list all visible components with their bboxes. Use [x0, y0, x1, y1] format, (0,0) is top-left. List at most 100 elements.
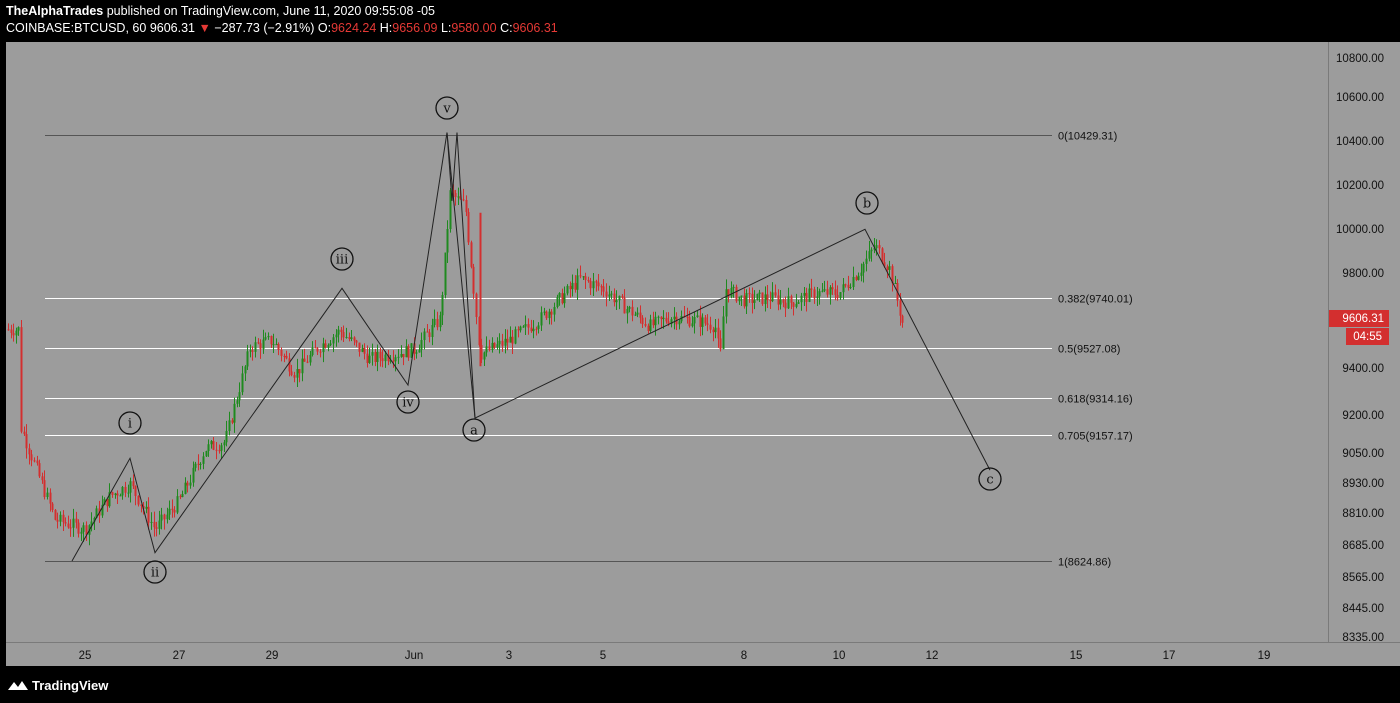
candle-body	[316, 348, 319, 352]
time-tick-label: Jun	[405, 650, 424, 662]
candle-body	[883, 262, 886, 267]
high-value: 9656.09	[392, 21, 438, 35]
candle-body	[116, 493, 119, 496]
candle-body	[400, 354, 403, 357]
tradingview-logo-icon	[8, 681, 28, 690]
candle-body	[225, 430, 228, 443]
candle-body	[43, 480, 46, 498]
candle-body	[576, 275, 579, 290]
candle-body	[805, 292, 808, 302]
candle-body	[387, 354, 390, 362]
wave-label: ii	[151, 566, 159, 581]
candle-body	[145, 506, 148, 509]
chart-pane[interactable]	[6, 42, 1328, 642]
candle-body	[758, 292, 761, 294]
candle-body	[101, 504, 104, 516]
wave-label-circle	[118, 411, 142, 435]
candle-body	[207, 444, 210, 452]
candle-body	[23, 431, 26, 435]
candle-body	[215, 449, 218, 451]
time-tick-label: 29	[266, 650, 279, 662]
candle-body	[566, 285, 569, 294]
candle-body	[563, 293, 566, 304]
elliott-wave-lines[interactable]	[71, 132, 991, 562]
candle-body	[524, 324, 527, 327]
candle-body	[522, 326, 525, 328]
candle-body	[498, 340, 501, 345]
candle-body	[449, 190, 452, 230]
time-tick-label: 12	[926, 650, 939, 662]
candle-body	[82, 525, 85, 532]
price-tick-label: 10800.00	[1336, 53, 1384, 65]
candle-body	[751, 293, 754, 303]
current-price-badge	[1329, 310, 1389, 327]
price-tick-label: 8685.00	[1342, 540, 1384, 552]
tradingview-brand[interactable]: TradingView	[32, 678, 109, 693]
down-arrow-icon: ▼	[198, 21, 211, 35]
candle-body	[12, 332, 15, 336]
time-axis[interactable]	[6, 642, 1400, 666]
candle-body	[592, 281, 595, 289]
candle-body	[452, 190, 455, 194]
candle-body	[602, 286, 605, 292]
elliott-wave-path[interactable]	[71, 132, 991, 562]
candle-body	[862, 263, 865, 273]
candle-body	[353, 337, 356, 341]
candle-body	[153, 521, 156, 528]
candle-body	[795, 303, 798, 307]
elliott-wave-path[interactable]	[446, 132, 476, 419]
symbol-text[interactable]: COINBASE:BTCUSD, 60	[6, 21, 147, 35]
publisher-name[interactable]: TheAlphaTrades	[6, 4, 104, 18]
candle-body	[420, 340, 423, 350]
candle-body	[800, 295, 803, 303]
candle-body	[553, 306, 556, 315]
candle-body	[891, 266, 894, 284]
candle-body	[327, 344, 330, 348]
candle-body	[374, 352, 377, 362]
candle-body	[46, 492, 49, 498]
candle-body	[691, 323, 694, 327]
candle-body	[38, 463, 41, 477]
candle-body	[797, 302, 800, 304]
candle-body	[608, 294, 611, 297]
fibonacci-retracement[interactable]: 0(10429.31) 0.382(9740.01) 0.5(9527.08) 0.6…	[45, 131, 1133, 569]
candle-body	[189, 482, 192, 486]
candle-body	[361, 347, 364, 352]
candle-body	[756, 293, 759, 301]
wave-label: b	[863, 197, 871, 212]
candle-body	[223, 442, 226, 446]
candle-body	[631, 306, 634, 316]
candle-body	[743, 295, 746, 307]
candle-body	[358, 342, 361, 352]
candle-body	[584, 276, 587, 280]
candle-body	[784, 302, 787, 309]
candle-body	[532, 328, 535, 332]
candle-body	[808, 288, 811, 302]
candle-body	[345, 337, 348, 339]
candle-body	[413, 343, 416, 354]
candle-body	[647, 325, 650, 331]
candle-body	[366, 353, 369, 363]
candle-body	[348, 337, 351, 339]
candle-body	[329, 343, 332, 345]
candle-body	[623, 297, 626, 314]
candle-body	[774, 292, 777, 296]
candle-body	[823, 289, 826, 291]
candle-body	[202, 456, 205, 464]
candle-body	[842, 284, 845, 293]
candle-body	[826, 289, 829, 295]
candle-body	[176, 496, 179, 513]
candle-body	[844, 284, 847, 286]
candle-body	[693, 317, 696, 324]
candle-body	[779, 299, 782, 305]
candle-body	[168, 508, 171, 515]
candle-body	[527, 324, 530, 328]
candle-body	[137, 495, 140, 505]
candle-body	[285, 355, 288, 359]
candle-body	[870, 249, 873, 252]
candle-body	[719, 338, 722, 350]
time-tick-label: 8	[741, 650, 747, 662]
candle-body	[725, 289, 728, 317]
candle-body	[184, 482, 187, 494]
